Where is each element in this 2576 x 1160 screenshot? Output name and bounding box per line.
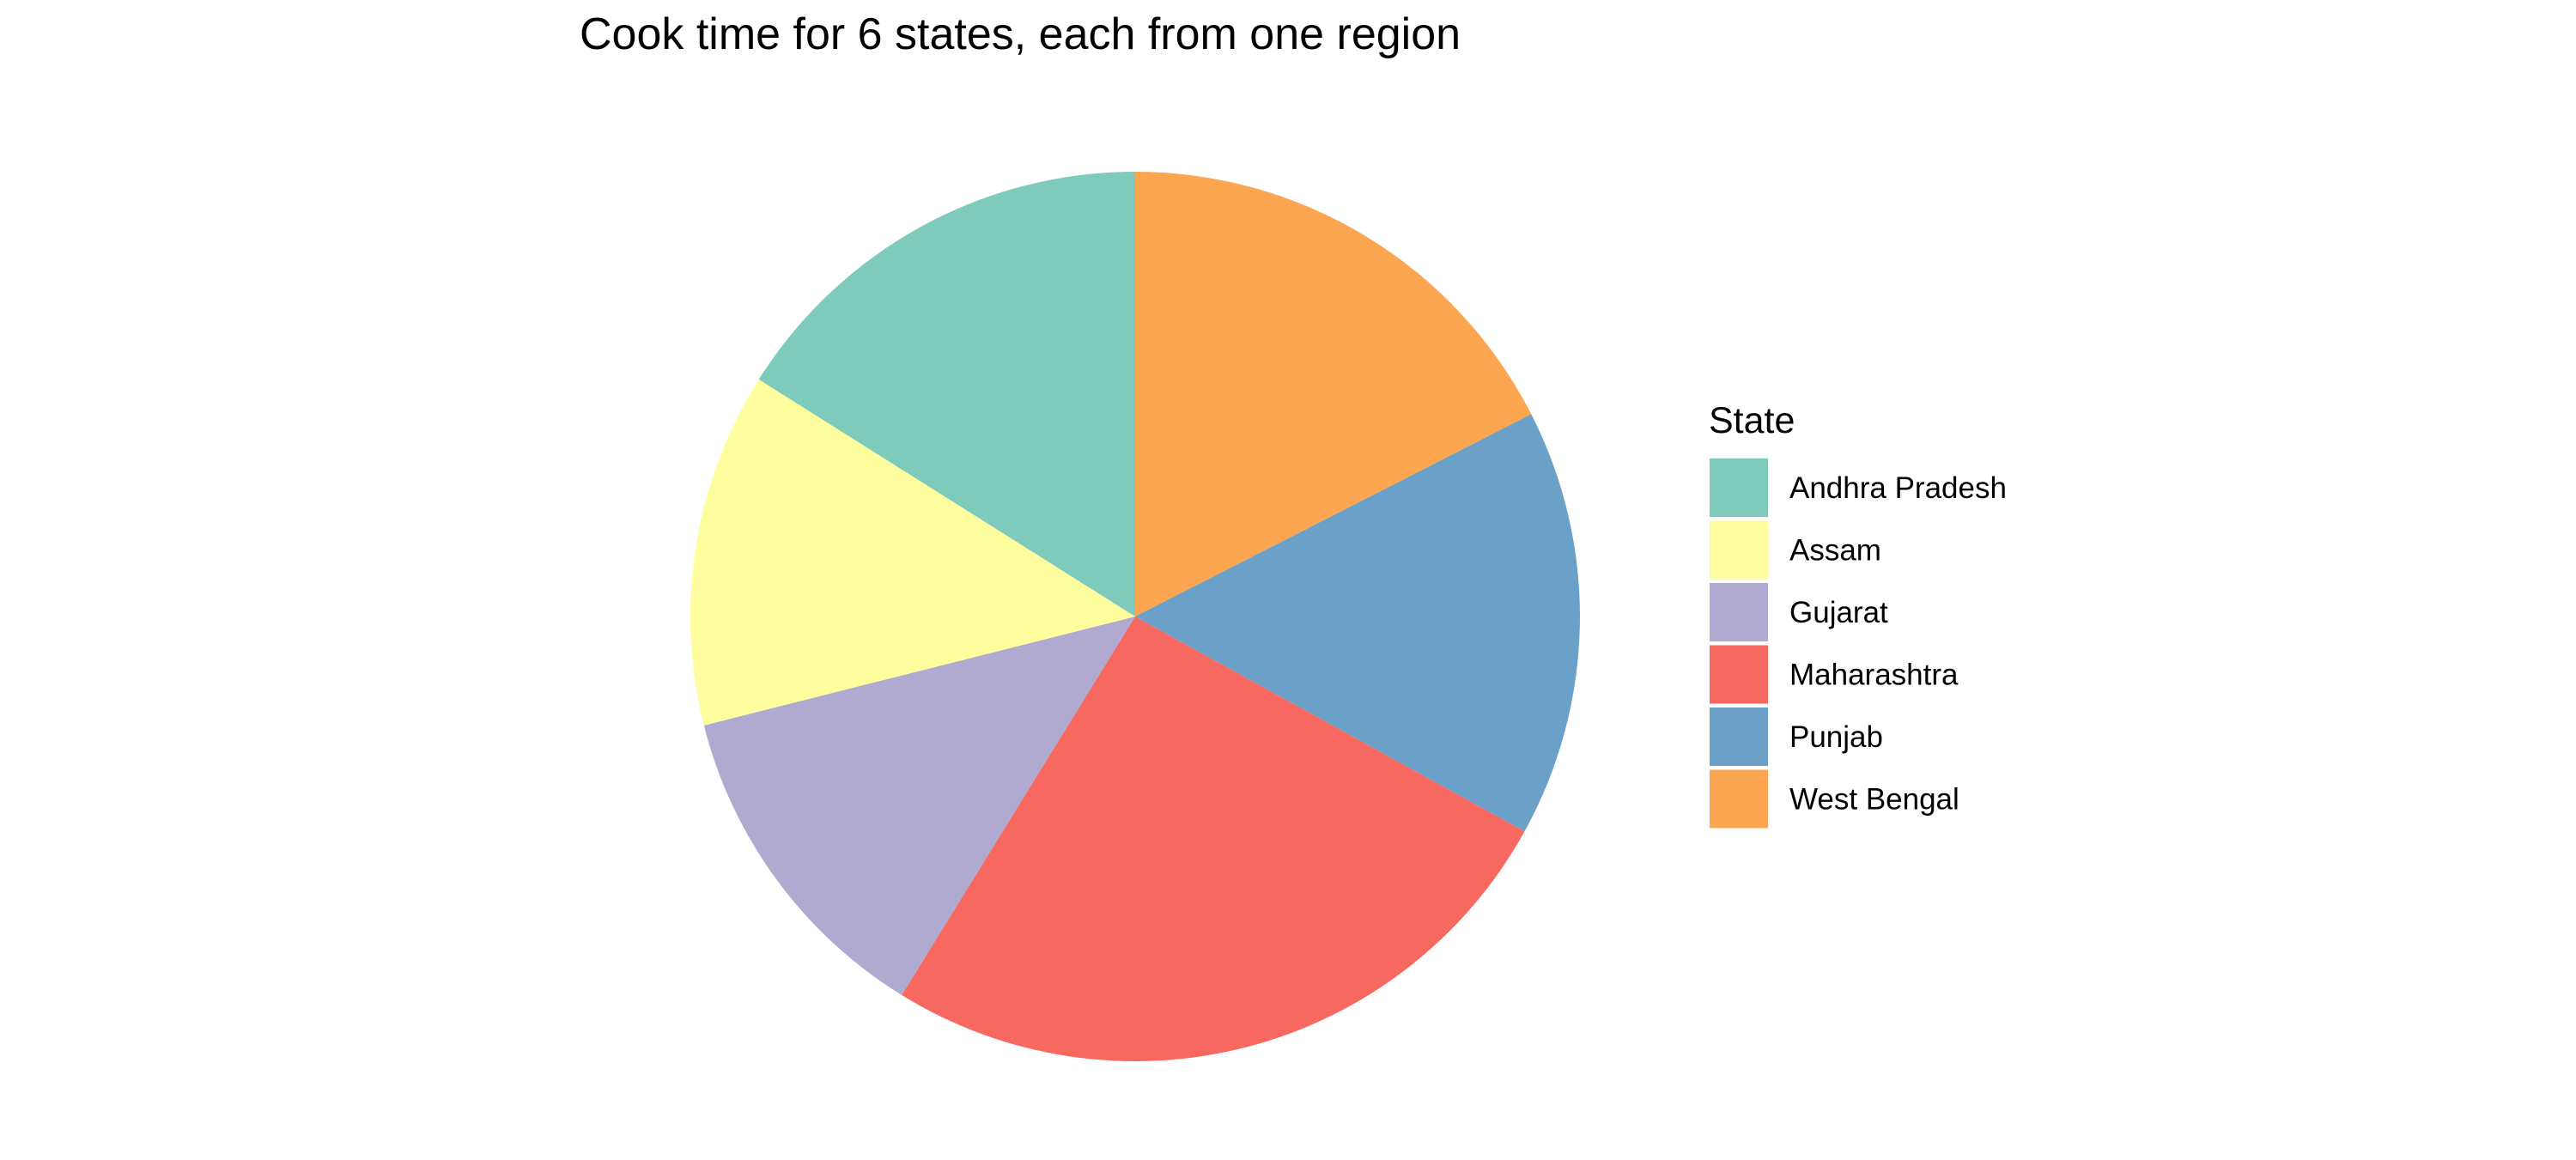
legend: State Andhra Pradesh Assam Gujarat Maharash… <box>1709 400 2007 829</box>
legend-swatch-west-bengal <box>1710 769 1768 829</box>
legend-label-punjab: Punjab <box>1789 720 1883 754</box>
legend-swatch-gujarat <box>1710 583 1768 641</box>
legend-swatch-punjab <box>1710 708 1768 766</box>
legend-item-punjab: Punjab <box>1710 708 1883 766</box>
pie-slice-gujarat <box>703 616 1135 995</box>
pie-slice-maharashtra <box>902 616 1525 1062</box>
legend-label-maharashtra: Maharashtra <box>1789 659 1959 692</box>
legend-item-west-bengal: West Bengal <box>1710 769 1959 829</box>
legend-title: State <box>1709 400 1795 441</box>
pie-slice-assam <box>690 379 1135 726</box>
legend-item-maharashtra: Maharashtra <box>1710 645 1959 704</box>
legend-item-gujarat: Gujarat <box>1710 583 1888 641</box>
legend-label-gujarat: Gujarat <box>1789 596 1888 629</box>
pie-slices <box>690 172 1580 1062</box>
legend-swatch-assam <box>1710 520 1768 580</box>
legend-label-assam: Assam <box>1789 534 1881 568</box>
pie-slice-punjab <box>1135 414 1580 832</box>
legend-label-west-bengal: West Bengal <box>1789 783 1959 817</box>
legend-label-andhra-pradesh: Andhra Pradesh <box>1789 471 2007 505</box>
legend-items: Andhra Pradesh Assam Gujarat Maharashtra Pun… <box>1710 459 2007 829</box>
legend-swatch-maharashtra <box>1710 645 1768 704</box>
legend-swatch-andhra-pradesh <box>1710 459 1768 517</box>
pie-slice-andhra-pradesh <box>758 172 1135 616</box>
chart-title: Cook time for 6 states, each from one re… <box>580 9 1461 59</box>
legend-item-andhra-pradesh: Andhra Pradesh <box>1710 459 2007 517</box>
legend-item-assam: Assam <box>1710 520 1881 580</box>
pie-slice-west-bengal <box>1135 172 1532 616</box>
